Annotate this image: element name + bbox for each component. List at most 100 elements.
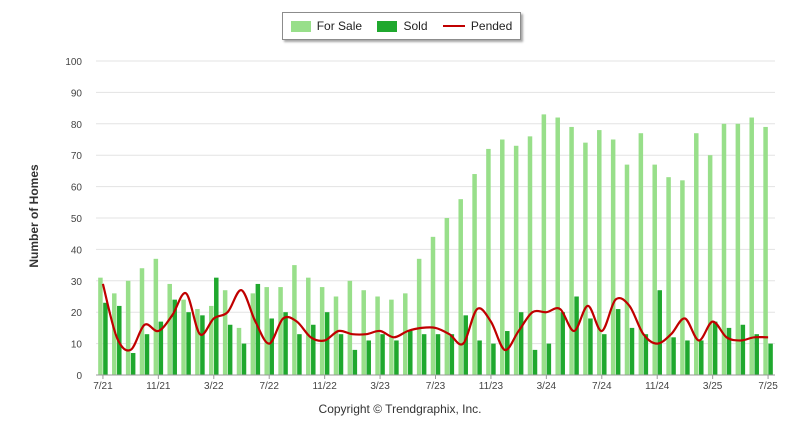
for-sale-bar — [638, 133, 644, 375]
for-sale-bar — [264, 287, 269, 375]
sold-bar — [518, 312, 524, 375]
sold-bar — [726, 327, 732, 375]
sold-bar — [574, 296, 579, 375]
sold-bar — [615, 309, 621, 375]
for-sale-bar — [209, 305, 214, 375]
sold-bar — [366, 340, 371, 375]
sold-bar — [338, 334, 344, 375]
for-sale-bar — [694, 133, 699, 375]
for-sale-bar — [139, 268, 145, 375]
x-tick-label: 11/24 — [645, 381, 670, 392]
for-sale-bar — [624, 164, 630, 375]
for-sale-bar — [569, 126, 574, 375]
x-tick-label: 3/25 — [703, 381, 723, 392]
y-axis-title: Number of Homes — [27, 164, 41, 268]
sold-bar — [144, 334, 150, 375]
for-sale-bar — [222, 290, 228, 375]
sold-bar — [560, 312, 565, 375]
sold-bar — [186, 312, 191, 375]
for-sale-swatch — [290, 20, 311, 32]
x-tick-label: 3/22 — [204, 381, 224, 392]
for-sale-bar — [652, 164, 657, 375]
for-sale-bar — [763, 126, 768, 375]
pended-swatch — [442, 25, 465, 27]
sold-bar — [532, 349, 538, 375]
sold-bar — [449, 334, 455, 375]
legend-item-pended[interactable]: Pended — [442, 19, 513, 33]
y-tick-label: 90 — [71, 88, 83, 99]
sold-bar — [671, 337, 676, 375]
for-sale-bar — [597, 130, 602, 375]
y-tick-label: 0 — [76, 371, 82, 382]
sold-bar — [297, 334, 302, 375]
for-sale-bar — [98, 277, 103, 375]
sold-bar — [588, 318, 593, 375]
y-tick-label: 60 — [71, 183, 83, 194]
y-tick-label: 70 — [71, 151, 83, 162]
sold-swatch — [377, 20, 398, 32]
for-sale-bar — [749, 117, 754, 376]
for-sale-bar — [250, 293, 256, 375]
sold-bar — [172, 299, 177, 375]
grid-lines — [96, 60, 775, 345]
for-sale-bar — [666, 177, 671, 375]
pended-line — [101, 283, 769, 352]
for-sale-bar — [500, 139, 505, 375]
sold-bar — [158, 321, 164, 375]
for-sale-bar — [416, 258, 422, 375]
sold-bar — [324, 312, 330, 375]
sold-bar — [269, 318, 274, 375]
sold-bar — [394, 340, 399, 375]
sold-bar — [227, 324, 233, 375]
for-sale-bar — [306, 277, 311, 375]
for-sale-bar — [195, 309, 200, 375]
sold-bar — [311, 324, 316, 375]
sold-bar — [740, 324, 746, 375]
copyright-text: Copyright © Trendgraphix, Inc. — [318, 402, 482, 416]
for-sale-bar — [735, 123, 741, 375]
y-tick-label: 50 — [71, 214, 83, 225]
sold-bar — [602, 334, 607, 375]
for-sale-bar — [458, 199, 463, 375]
sold-bar — [477, 340, 482, 375]
sold-bar — [380, 334, 385, 375]
legend-item-for-sale[interactable]: For Sale — [290, 19, 362, 33]
for-sale-bar — [112, 293, 117, 375]
for-sale-bar — [527, 136, 533, 375]
x-tick-label: 11/21 — [146, 381, 171, 392]
for-sale-bar — [153, 258, 159, 375]
y-tick-label: 20 — [71, 308, 83, 319]
pended-series-line — [101, 283, 769, 352]
for-sale-bar — [444, 218, 450, 375]
x-tick-label: 7/23 — [426, 381, 446, 392]
sold-bar — [643, 334, 649, 375]
legend-item-sold[interactable]: Sold — [377, 19, 428, 33]
for-sale-bar — [486, 148, 491, 375]
for-sale-bar — [375, 296, 380, 375]
x-tick-label: 11/22 — [312, 381, 337, 392]
sold-bar — [505, 331, 510, 375]
sold-bar — [685, 340, 690, 375]
for-sale-bar — [236, 327, 242, 375]
for-sale-bar — [181, 299, 186, 375]
sold-bar — [546, 343, 552, 375]
sold-bar — [352, 349, 358, 375]
sold-bar — [754, 334, 759, 375]
x-tick-label: 3/23 — [370, 381, 390, 392]
x-tick-label: 7/21 — [93, 381, 113, 392]
sold-bar — [491, 343, 496, 375]
legend: For Sale Sold Pended — [282, 12, 521, 40]
sold-bar — [699, 340, 704, 375]
sold-bar — [712, 321, 718, 375]
for-sale-bar — [555, 117, 560, 376]
for-sale-bar — [707, 155, 713, 375]
sold-bar — [657, 290, 662, 375]
x-tick-label: 11/23 — [479, 381, 504, 392]
for-sale-bar — [472, 174, 477, 375]
legend-label-pended: Pended — [470, 19, 513, 33]
for-sale-bar — [430, 236, 436, 375]
for-sale-bar — [361, 290, 366, 375]
sold-bar — [200, 315, 205, 375]
